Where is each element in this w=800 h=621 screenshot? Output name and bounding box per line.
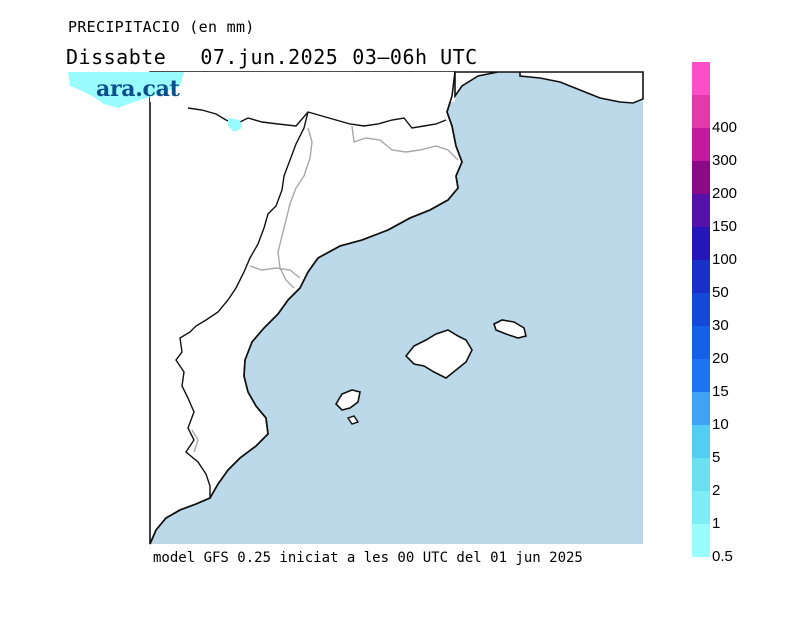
legend-label: 5: [712, 449, 721, 466]
coast-northeast: [149, 71, 463, 545]
island-mallorca: [404, 329, 473, 379]
legend-swatch: [692, 293, 710, 326]
legend-label: 150: [712, 218, 738, 235]
legend-swatch: [692, 62, 710, 95]
legend-label: 30: [712, 317, 729, 334]
region-border-catalonia: [277, 127, 313, 289]
legend-swatch: [692, 161, 710, 194]
inland-outline: [175, 111, 309, 498]
legend-label: 200: [712, 185, 738, 202]
subtitle-period: 03–06h UTC: [352, 45, 478, 69]
legend-label: 10: [712, 416, 729, 433]
legend-swatch: [692, 260, 710, 293]
legend-label: 50: [712, 284, 729, 301]
island-ibiza: [334, 389, 361, 411]
legend-swatch: [692, 95, 710, 128]
legend-label: 15: [712, 383, 729, 400]
model-info: model GFS 0.25 iniciat a les 00 UTC del …: [153, 550, 583, 566]
logo: ara.cat: [96, 76, 180, 102]
legend-swatch: [692, 227, 710, 260]
legend-swatch: [692, 128, 710, 161]
legend-label: 2: [712, 482, 721, 499]
subtitle-day: Dissabte: [66, 45, 167, 69]
legend-label: 20: [712, 350, 729, 367]
coast-france: [454, 71, 644, 104]
map-subtitle: Dissabte 07.jun.2025 03–06h UTC: [66, 45, 512, 69]
region-border-valencia: [249, 265, 301, 279]
legend-swatch: [692, 194, 710, 227]
island-formentera: [346, 415, 360, 425]
legend-swatch: [692, 491, 710, 524]
legend-swatch: [692, 425, 710, 458]
subtitle-date: 07.jun.2025: [200, 45, 339, 69]
legend-label: 400: [712, 119, 738, 136]
precip-patch-topleft: [68, 72, 184, 108]
legend-swatch: [692, 359, 710, 392]
precip-patch-small: [228, 118, 242, 132]
legend-label: 100: [712, 251, 738, 268]
legend-swatch: [692, 392, 710, 425]
region-border-north: [351, 125, 459, 161]
map-title: PRECIPITACIO (en mm): [68, 18, 255, 36]
legend-swatch: [692, 524, 710, 557]
legend-swatch: [692, 326, 710, 359]
island-menorca: [493, 319, 527, 339]
legend-label: 0.5: [712, 548, 733, 565]
region-border-south: [191, 429, 199, 453]
legend-color-bar: [692, 62, 710, 557]
legend-label: 300: [712, 152, 738, 169]
legend-label: 1: [712, 515, 721, 532]
legend-swatch: [692, 458, 710, 491]
